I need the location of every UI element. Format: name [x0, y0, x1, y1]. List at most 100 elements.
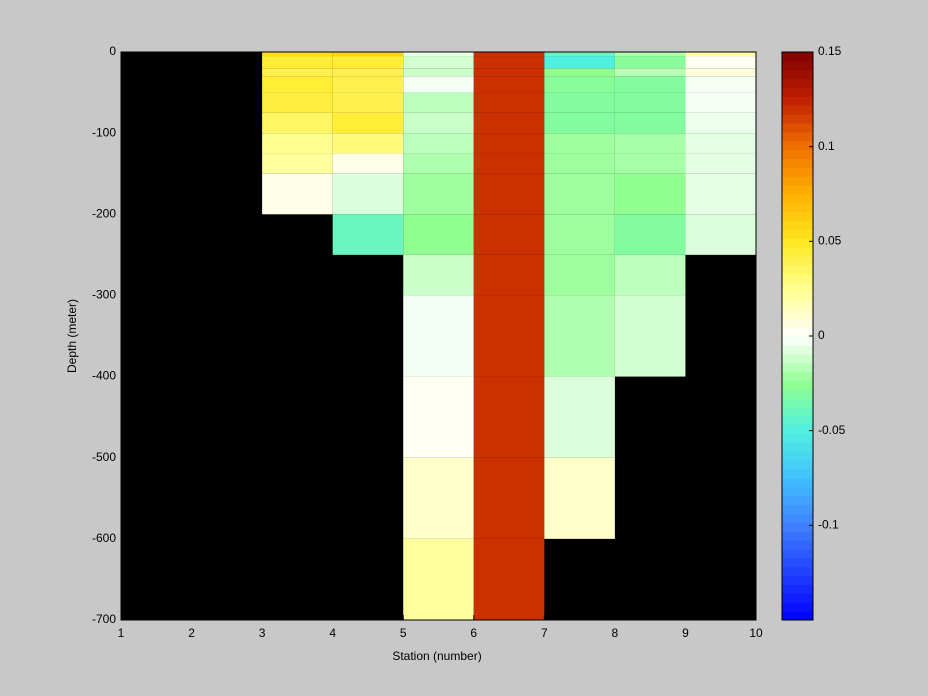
heatmap-cell: [544, 76, 615, 93]
colorbar-swatch: [782, 52, 813, 62]
heatmap-cell: [262, 76, 333, 93]
colorbar-swatch: [782, 478, 813, 488]
heatmap-cell: [614, 92, 686, 113]
heatmap-cell: [685, 214, 756, 255]
colorbar-swatch: [782, 140, 813, 151]
heatmap-cell: [544, 254, 615, 296]
colorbar-tick-label: 0.05: [818, 234, 842, 248]
x-tick-label: 7: [541, 626, 548, 640]
heatmap-cell: [685, 76, 756, 93]
heatmap-cell: [262, 173, 333, 215]
x-tick-label: 4: [329, 626, 336, 640]
colorbar-swatch: [782, 389, 813, 399]
colorbar-swatch: [782, 531, 813, 541]
colorbar-swatch: [782, 602, 813, 612]
heatmap-cell: [614, 52, 686, 57]
y-tick-label: -700: [92, 612, 116, 626]
colorbar-swatch: [782, 549, 813, 559]
heatmap-cell: [685, 173, 756, 215]
colorbar-swatch: [782, 442, 813, 452]
colorbar-swatch: [782, 69, 813, 80]
heatmap-cell: [403, 133, 474, 154]
colorbar-swatch: [782, 460, 813, 470]
x-axis-label: Station (number): [392, 649, 481, 663]
heatmap-cell: [685, 52, 756, 57]
colorbar-swatch: [782, 185, 813, 195]
colorbar-swatch: [782, 353, 813, 364]
heatmap-cell: [544, 92, 615, 113]
heatmap-cell: [262, 52, 333, 57]
heatmap-cell: [262, 133, 333, 154]
heatmap-cell: [332, 214, 404, 255]
colorbar-swatch: [782, 584, 813, 594]
colorbar-swatch: [782, 433, 813, 443]
x-tick-label: 5: [400, 626, 407, 640]
heatmap-cell: [403, 457, 474, 539]
colorbar-swatch: [782, 211, 813, 222]
colorbar-swatch: [782, 105, 813, 115]
heatmap-cell: [332, 112, 404, 134]
colorbar-swatch: [782, 566, 813, 577]
heatmap-cell: [544, 457, 615, 539]
heatmap-cell: [614, 133, 686, 154]
heatmap-cell: [262, 68, 333, 77]
colorbar-swatch: [782, 123, 813, 133]
heatmap-cell: [685, 68, 756, 77]
heatmap-cell: [262, 56, 333, 69]
colorbar-swatch: [782, 407, 813, 417]
heatmap-cell: [403, 153, 474, 174]
heatmap-cell: [685, 153, 756, 174]
heatmap-cell: [403, 376, 474, 458]
colorbar-tick-label: -0.05: [818, 423, 846, 437]
heatmap-cell: [614, 153, 686, 174]
x-tick-label: 2: [188, 626, 195, 640]
heatmap-cell: [685, 56, 756, 69]
colorbar-swatch: [782, 194, 813, 204]
colorbar-swatch: [782, 114, 813, 124]
heatmap-cell: [403, 173, 474, 215]
heatmap-cell: [614, 56, 686, 69]
colorbar-swatch: [782, 318, 813, 328]
heatmap-cell: [544, 68, 615, 77]
heatmap-cell: [332, 76, 404, 93]
colorbar-swatch: [782, 557, 813, 568]
heatmap-cell: [544, 112, 615, 134]
x-tick-label: 10: [749, 626, 763, 640]
heatmap-cell: [614, 112, 686, 134]
heatmap-cell: [544, 52, 615, 57]
colorbar-swatch: [782, 256, 813, 266]
heatmap-cell: [262, 112, 333, 134]
heatmap-cell: [473, 376, 545, 458]
colorbar-swatch: [782, 158, 813, 168]
colorbar-swatch: [782, 362, 813, 372]
heatmap-cell: [473, 153, 545, 174]
heatmap-cell: [332, 56, 404, 69]
plot-frame: [120, 51, 757, 621]
heatmap-cell: [403, 76, 474, 93]
heatmap-cell: [473, 214, 545, 255]
colorbar-swatch: [782, 611, 813, 621]
colorbar-swatch: [782, 273, 813, 284]
colorbar-swatch: [782, 265, 813, 275]
colorbar-swatch: [782, 415, 813, 426]
heatmap-cell: [332, 133, 404, 154]
colorbar-swatch: [782, 424, 813, 435]
heatmap-cell: [473, 56, 545, 69]
colorbar-swatch: [782, 575, 813, 585]
heatmap-cell: [473, 92, 545, 113]
heatmap-cell: [332, 68, 404, 77]
colorbar-swatch: [782, 96, 813, 106]
colorbar-swatch: [782, 291, 813, 301]
heatmap-cell: [473, 173, 545, 215]
colorbar-swatch: [782, 149, 813, 159]
colorbar-swatch: [782, 238, 813, 248]
heatmap-cell: [473, 133, 545, 154]
heatmap-cell: [614, 76, 686, 93]
colorbar-swatch: [782, 202, 813, 213]
colorbar-swatch: [782, 371, 813, 381]
y-tick-label: -100: [92, 125, 116, 139]
colorbar-swatch: [782, 451, 813, 461]
colorbar-swatch: [782, 78, 813, 88]
heatmap-cell: [403, 214, 474, 255]
heatmap-cell: [544, 214, 615, 255]
